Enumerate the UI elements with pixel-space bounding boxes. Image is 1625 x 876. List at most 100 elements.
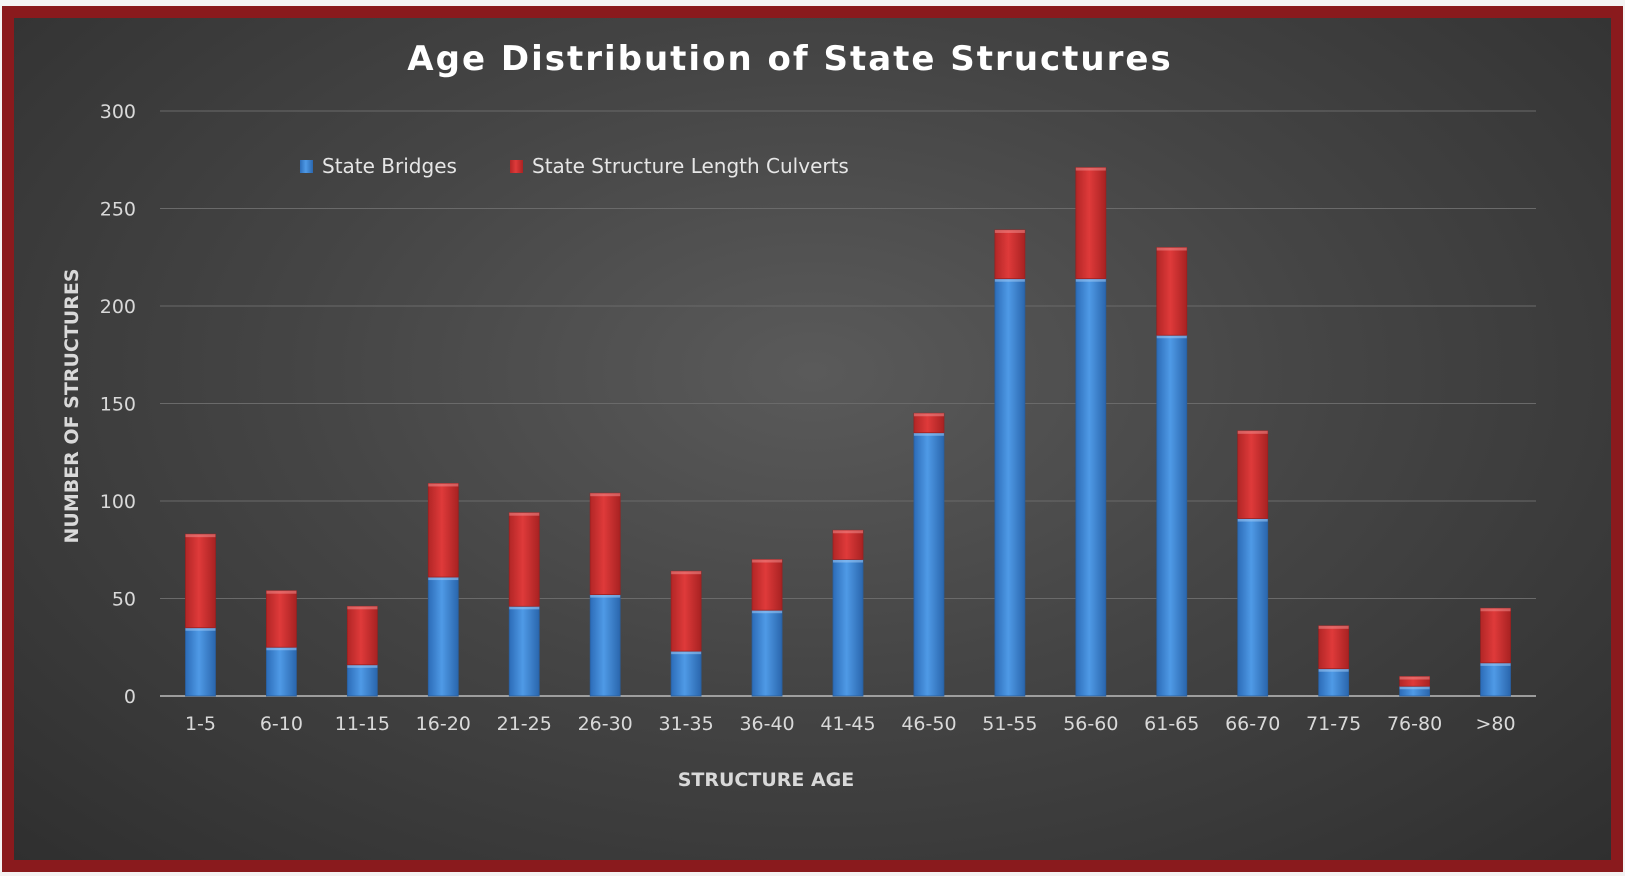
- bar-state-bridges: [589, 594, 621, 697]
- bar-state-culverts: [1156, 247, 1188, 336]
- x-tick-label: 71-75: [1306, 713, 1361, 735]
- bars: [185, 167, 1511, 697]
- x-axis-title: STRUCTURE AGE: [678, 769, 855, 791]
- gridlines: [160, 110, 1536, 697]
- bar-segment-highlight: [509, 512, 540, 516]
- bar-state-bridges: [913, 432, 945, 697]
- bar-state-culverts: [832, 529, 864, 560]
- x-tick-label: 61-65: [1144, 713, 1199, 735]
- x-tick-label: 46-50: [901, 713, 956, 735]
- bar-segment-highlight: [671, 571, 702, 575]
- bar-state-culverts: [266, 590, 297, 648]
- bar-state-bridges: [1237, 518, 1269, 697]
- bar-state-bridges: [994, 278, 1026, 697]
- bar-segment-highlight: [266, 590, 297, 594]
- y-tick-label: 50: [112, 589, 136, 611]
- bar-state-culverts: [994, 229, 1026, 280]
- legend: State Bridges State Structure Length Culv…: [300, 154, 849, 178]
- x-tick-label: 51-55: [982, 713, 1037, 735]
- x-tick-label: 1-5: [185, 713, 216, 735]
- bar-state-culverts: [1237, 430, 1269, 519]
- y-tick-label: 250: [100, 199, 136, 221]
- bar-segment-highlight: [1480, 662, 1511, 666]
- chart: Age Distribution of State Structures 0 50…: [61, 39, 1536, 791]
- bar-segment-highlight: [1399, 676, 1430, 680]
- bar-segment-highlight: [913, 413, 944, 417]
- bar-state-culverts: [508, 512, 540, 607]
- bar-state-bridges: [1075, 278, 1107, 697]
- bar-state-culverts: [751, 559, 783, 611]
- bar-segment-highlight: [752, 610, 783, 614]
- bar-state-culverts: [1480, 607, 1511, 664]
- bar-state-bridges: [346, 664, 378, 697]
- y-tick-label: 200: [100, 296, 136, 318]
- bar-segment-highlight: [1480, 608, 1511, 612]
- bar-state-bridges: [1318, 668, 1350, 697]
- bar-segment-highlight: [347, 606, 378, 610]
- bar-segment-highlight: [428, 483, 459, 487]
- bar-state-bridges: [751, 609, 783, 697]
- bar-segment-highlight: [347, 664, 378, 668]
- axis-ticks: 0 50 100 150 200 250 300 1-5 6-10 11-15 16-20 21-25…: [100, 101, 1516, 735]
- bar-segment-highlight: [266, 647, 297, 651]
- x-tick-label: 26-30: [578, 713, 633, 735]
- x-tick-label: 56-60: [1063, 713, 1118, 735]
- bar-state-culverts: [589, 492, 621, 596]
- bar-segment-highlight: [752, 559, 783, 563]
- bar-state-culverts: [670, 570, 702, 652]
- bar-segment-highlight: [509, 606, 540, 610]
- bar-segment-highlight: [1075, 278, 1106, 282]
- bar-state-culverts: [1075, 167, 1107, 280]
- bar-segment-highlight: [833, 559, 863, 563]
- x-tick-label: 31-35: [659, 713, 714, 735]
- y-tick-label: 100: [100, 491, 136, 513]
- x-tick-label: 11-15: [335, 713, 390, 735]
- bar-state-bridges: [185, 627, 216, 697]
- x-tick-label: 76-80: [1387, 713, 1442, 735]
- bar-segment-highlight: [994, 229, 1025, 233]
- x-tick-label: 21-25: [497, 713, 552, 735]
- bar-state-bridges: [508, 605, 540, 697]
- bar-state-culverts: [427, 483, 459, 578]
- legend-label-bridges: State Bridges: [322, 154, 457, 178]
- y-axis-title: NUMBER OF STRUCTURES: [61, 268, 83, 543]
- bar-segment-highlight: [913, 432, 944, 436]
- bar-segment-highlight: [590, 493, 621, 497]
- bar-segment-highlight: [185, 627, 216, 631]
- x-tick-label: 16-20: [416, 713, 471, 735]
- legend-swatch-bridges: [300, 160, 313, 173]
- chart-frame: Age Distribution of State Structures 0 50…: [2, 6, 1623, 872]
- bar-segment-highlight: [1075, 167, 1106, 171]
- bar-segment-highlight: [1318, 625, 1349, 629]
- bar-segment-highlight: [671, 651, 702, 655]
- y-tick-label: 150: [100, 394, 136, 416]
- bar-state-bridges: [670, 650, 702, 697]
- y-tick-label: 0: [124, 686, 136, 708]
- bar-segment-highlight: [1318, 668, 1349, 672]
- bar-segment-highlight: [994, 278, 1025, 282]
- bar-segment-highlight: [1237, 518, 1268, 522]
- x-tick-label: 41-45: [820, 713, 875, 735]
- bar-state-culverts: [346, 605, 378, 666]
- bar-state-culverts: [1318, 625, 1350, 670]
- bar-state-bridges: [266, 646, 297, 697]
- bar-segment-highlight: [1237, 430, 1268, 434]
- x-tick-label: 6-10: [260, 713, 303, 735]
- bar-segment-highlight: [185, 534, 216, 538]
- bar-state-bridges: [427, 576, 459, 697]
- legend-swatch-culverts: [510, 160, 523, 173]
- x-tick-label: 36-40: [739, 713, 794, 735]
- bar-segment-highlight: [1156, 335, 1187, 339]
- bar-state-bridges: [832, 559, 864, 697]
- bar-state-culverts: [185, 533, 216, 629]
- bar-segment-highlight: [428, 577, 459, 581]
- legend-label-culverts: State Structure Length Culverts: [532, 154, 849, 178]
- bar-segment-highlight: [833, 530, 863, 534]
- bar-segment-highlight: [1399, 686, 1430, 690]
- bar-segment-highlight: [590, 594, 621, 598]
- chart-title: Age Distribution of State Structures: [407, 39, 1172, 79]
- bar-state-bridges: [1480, 662, 1511, 697]
- bar-state-bridges: [1156, 334, 1188, 697]
- x-tick-label: 66-70: [1225, 713, 1280, 735]
- bar-segment-highlight: [1156, 247, 1187, 251]
